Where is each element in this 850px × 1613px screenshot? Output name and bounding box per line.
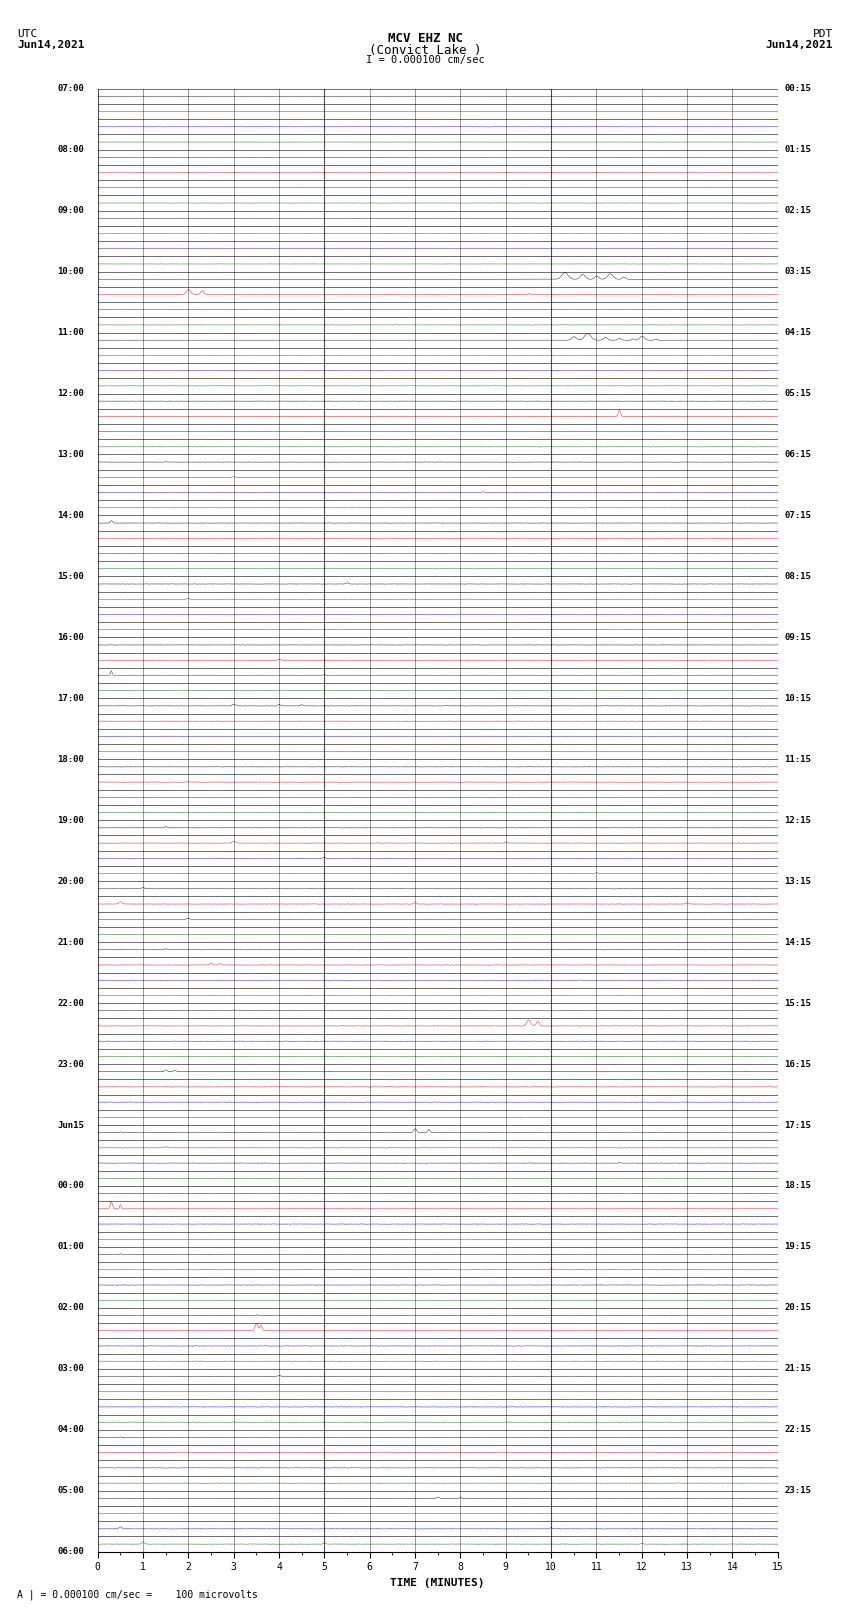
Text: 03:15: 03:15 <box>785 268 812 276</box>
Text: 05:15: 05:15 <box>785 389 812 398</box>
Text: 09:00: 09:00 <box>57 206 84 215</box>
Text: 06:00: 06:00 <box>57 1547 84 1557</box>
Text: 03:00: 03:00 <box>57 1365 84 1373</box>
Text: 18:00: 18:00 <box>57 755 84 763</box>
Text: PDT: PDT <box>813 29 833 39</box>
Text: 16:00: 16:00 <box>57 632 84 642</box>
Text: 00:00: 00:00 <box>57 1181 84 1190</box>
Text: MCV EHZ NC: MCV EHZ NC <box>388 32 462 45</box>
Text: 22:00: 22:00 <box>57 998 84 1008</box>
Text: 12:00: 12:00 <box>57 389 84 398</box>
Text: 21:15: 21:15 <box>785 1365 812 1373</box>
Text: 16:15: 16:15 <box>785 1060 812 1068</box>
Text: 05:00: 05:00 <box>57 1486 84 1495</box>
Text: 07:15: 07:15 <box>785 511 812 519</box>
Text: 15:00: 15:00 <box>57 573 84 581</box>
Text: 08:00: 08:00 <box>57 145 84 155</box>
Text: 11:00: 11:00 <box>57 327 84 337</box>
Text: 04:00: 04:00 <box>57 1426 84 1434</box>
Text: 18:15: 18:15 <box>785 1181 812 1190</box>
Text: 19:15: 19:15 <box>785 1242 812 1252</box>
Text: 13:15: 13:15 <box>785 877 812 886</box>
Text: Jun14,2021: Jun14,2021 <box>766 40 833 50</box>
Text: Jun14,2021: Jun14,2021 <box>17 40 84 50</box>
Text: 09:15: 09:15 <box>785 632 812 642</box>
Text: 22:15: 22:15 <box>785 1426 812 1434</box>
Text: 04:15: 04:15 <box>785 327 812 337</box>
Text: 15:15: 15:15 <box>785 998 812 1008</box>
X-axis label: TIME (MINUTES): TIME (MINUTES) <box>390 1578 485 1587</box>
Text: 10:00: 10:00 <box>57 268 84 276</box>
Text: 13:00: 13:00 <box>57 450 84 460</box>
Text: 17:00: 17:00 <box>57 694 84 703</box>
Text: 02:00: 02:00 <box>57 1303 84 1313</box>
Text: 11:15: 11:15 <box>785 755 812 763</box>
Text: 01:00: 01:00 <box>57 1242 84 1252</box>
Text: I = 0.000100 cm/sec: I = 0.000100 cm/sec <box>366 55 484 65</box>
Text: 20:15: 20:15 <box>785 1303 812 1313</box>
Text: 23:15: 23:15 <box>785 1486 812 1495</box>
Text: A | = 0.000100 cm/sec =    100 microvolts: A | = 0.000100 cm/sec = 100 microvolts <box>17 1589 258 1600</box>
Text: (Convict Lake ): (Convict Lake ) <box>369 44 481 56</box>
Text: 20:00: 20:00 <box>57 877 84 886</box>
Text: Jun15: Jun15 <box>57 1121 84 1129</box>
Text: 14:15: 14:15 <box>785 937 812 947</box>
Text: 19:00: 19:00 <box>57 816 84 824</box>
Text: 12:15: 12:15 <box>785 816 812 824</box>
Text: 14:00: 14:00 <box>57 511 84 519</box>
Text: 21:00: 21:00 <box>57 937 84 947</box>
Text: 07:00: 07:00 <box>57 84 84 94</box>
Text: 23:00: 23:00 <box>57 1060 84 1068</box>
Text: 02:15: 02:15 <box>785 206 812 215</box>
Text: 17:15: 17:15 <box>785 1121 812 1129</box>
Text: 06:15: 06:15 <box>785 450 812 460</box>
Text: 00:15: 00:15 <box>785 84 812 94</box>
Text: UTC: UTC <box>17 29 37 39</box>
Text: 10:15: 10:15 <box>785 694 812 703</box>
Text: 01:15: 01:15 <box>785 145 812 155</box>
Text: 08:15: 08:15 <box>785 573 812 581</box>
